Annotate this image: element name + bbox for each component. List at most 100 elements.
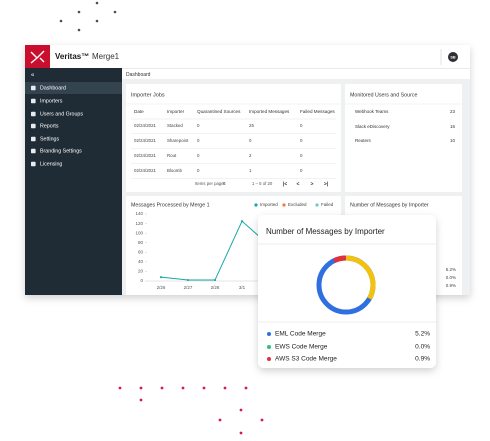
sidebar-item[interactable]: Users and Groups xyxy=(40,111,83,117)
y-tick-label: 0 xyxy=(140,278,143,283)
legend-value: 0.0% xyxy=(415,344,430,351)
line-point xyxy=(240,220,244,223)
sidebar-icon xyxy=(31,161,36,167)
legend-label: AWS S3 Code Merge xyxy=(275,356,337,363)
y-tick-label: 60 xyxy=(138,249,144,254)
sidebar-item[interactable]: Dashboard xyxy=(40,85,66,91)
y-tick-label: 120 xyxy=(135,221,143,226)
table-cell: 0 xyxy=(197,123,200,128)
pagination-label: Items per page: xyxy=(195,181,225,186)
table-cell: 02/24/2021 xyxy=(134,168,157,173)
card-monitored xyxy=(345,84,462,192)
line-point xyxy=(213,278,217,282)
sidebar-item[interactable]: Licensing xyxy=(40,161,62,167)
sidebar-icon xyxy=(31,98,36,104)
card-title: Monitored Users and Source xyxy=(350,92,417,98)
y-tick-label: 100 xyxy=(135,230,143,235)
legend-label: EWS Code Merge xyxy=(275,344,328,351)
decor-dots-bottom xyxy=(118,386,264,435)
legend-value: 0.9% xyxy=(415,356,430,363)
legend-dot xyxy=(282,203,286,207)
sidebar-active xyxy=(25,82,122,94)
pagination-button[interactable]: >| xyxy=(324,181,329,187)
card-title: Importer Jobs xyxy=(131,92,165,98)
table-cell: 0 xyxy=(197,138,200,143)
line-point xyxy=(159,276,163,279)
sidebar-item[interactable]: Reports xyxy=(40,123,59,129)
table-cell: 0 xyxy=(300,138,303,143)
table-cell: 02/24/2021 xyxy=(134,153,157,158)
avatar-initials: SB xyxy=(450,55,456,59)
column-header: Importer xyxy=(167,109,185,114)
content: Veritas™ Merge1 SB « Dashboard Importers Users… xyxy=(31,52,456,290)
y-tick-label: 80 xyxy=(138,240,144,245)
legend-label: Imported xyxy=(260,202,278,207)
sidebar-item[interactable]: Branding Settings xyxy=(40,148,82,154)
sidebar-icon xyxy=(31,123,36,129)
app-window xyxy=(25,45,470,295)
source-count: 10 xyxy=(450,138,456,143)
table-cell: Bloomb xyxy=(167,168,182,173)
source-name: Reuters xyxy=(355,138,372,143)
y-tick-label: 20 xyxy=(138,269,144,274)
table-cell: 0 xyxy=(300,168,303,173)
x-tick-label: 3/1 xyxy=(239,285,246,290)
logo xyxy=(25,45,50,68)
pagination-button[interactable]: > xyxy=(311,181,314,187)
pagination-button[interactable]: |< xyxy=(283,181,287,187)
percent-value: 0.9% xyxy=(446,283,456,288)
source-count: 23 xyxy=(450,109,456,114)
sidebar-icon xyxy=(31,85,36,91)
avatar[interactable] xyxy=(448,52,458,62)
table-cell: 0 xyxy=(249,138,252,143)
table-cell: Stacked xyxy=(167,123,183,128)
sidebar-item[interactable]: Importers xyxy=(40,98,63,104)
page-size[interactable]: 5 xyxy=(223,181,226,186)
donut xyxy=(316,255,376,315)
legend-dot xyxy=(267,357,271,361)
x-tick-label: 2/26 xyxy=(157,285,166,290)
table-cell: 0 xyxy=(197,153,200,158)
source-name: Slack eDiscovery xyxy=(355,124,390,129)
legend-label: Failed xyxy=(321,202,334,207)
y-tick-label: 40 xyxy=(138,259,144,264)
pagination-button[interactable]: < xyxy=(297,181,300,187)
logo-glyph xyxy=(30,50,45,64)
card-importer-jobs xyxy=(126,84,341,192)
legend-dot xyxy=(267,345,271,349)
sidebar-icon xyxy=(31,111,36,117)
percent-value: 0.0% xyxy=(446,275,456,280)
breadcrumb: Dashboard xyxy=(126,72,151,78)
source-count: 16 xyxy=(450,124,456,129)
sidebar-collapse[interactable]: « xyxy=(31,73,35,79)
table-cell: 0 xyxy=(300,153,303,158)
legend-value: 5.2% xyxy=(415,331,430,338)
sidebar-icon xyxy=(31,148,36,154)
popup-title: Number of Messages by Importer xyxy=(266,227,385,236)
line-point xyxy=(186,278,190,282)
table-cell: Rout xyxy=(167,153,177,158)
sidebar xyxy=(25,68,122,295)
table-cell: 1 xyxy=(249,168,252,173)
sidebar-item[interactable]: Settings xyxy=(40,136,59,142)
table-cell: 25 xyxy=(249,123,254,128)
legend-label: EML Code Merge xyxy=(275,331,326,338)
source-name: Webhook Teams xyxy=(355,109,389,114)
brand: Veritas™ xyxy=(55,52,89,61)
table-cell: 02/24/2021 xyxy=(134,123,157,128)
table-cell: 0 xyxy=(300,123,303,128)
decor-dots-top xyxy=(59,1,117,32)
product: Merge1 xyxy=(92,52,120,61)
popup: Number of Messages by Importer EML Code M… xyxy=(258,215,436,368)
table-cell: 0 xyxy=(197,168,200,173)
table-cell: 2 xyxy=(249,153,252,158)
column-header: Quarantined Sources xyxy=(197,109,241,114)
legend-dot xyxy=(315,203,319,207)
table-cell: 02/24/2021 xyxy=(134,138,157,143)
column-header: Date xyxy=(134,109,144,114)
percent-value: 5.2% xyxy=(446,267,456,272)
table-cell: Sharepoint xyxy=(167,138,189,143)
legend-dot xyxy=(267,332,271,336)
column-header: Imported Messages xyxy=(249,109,290,114)
